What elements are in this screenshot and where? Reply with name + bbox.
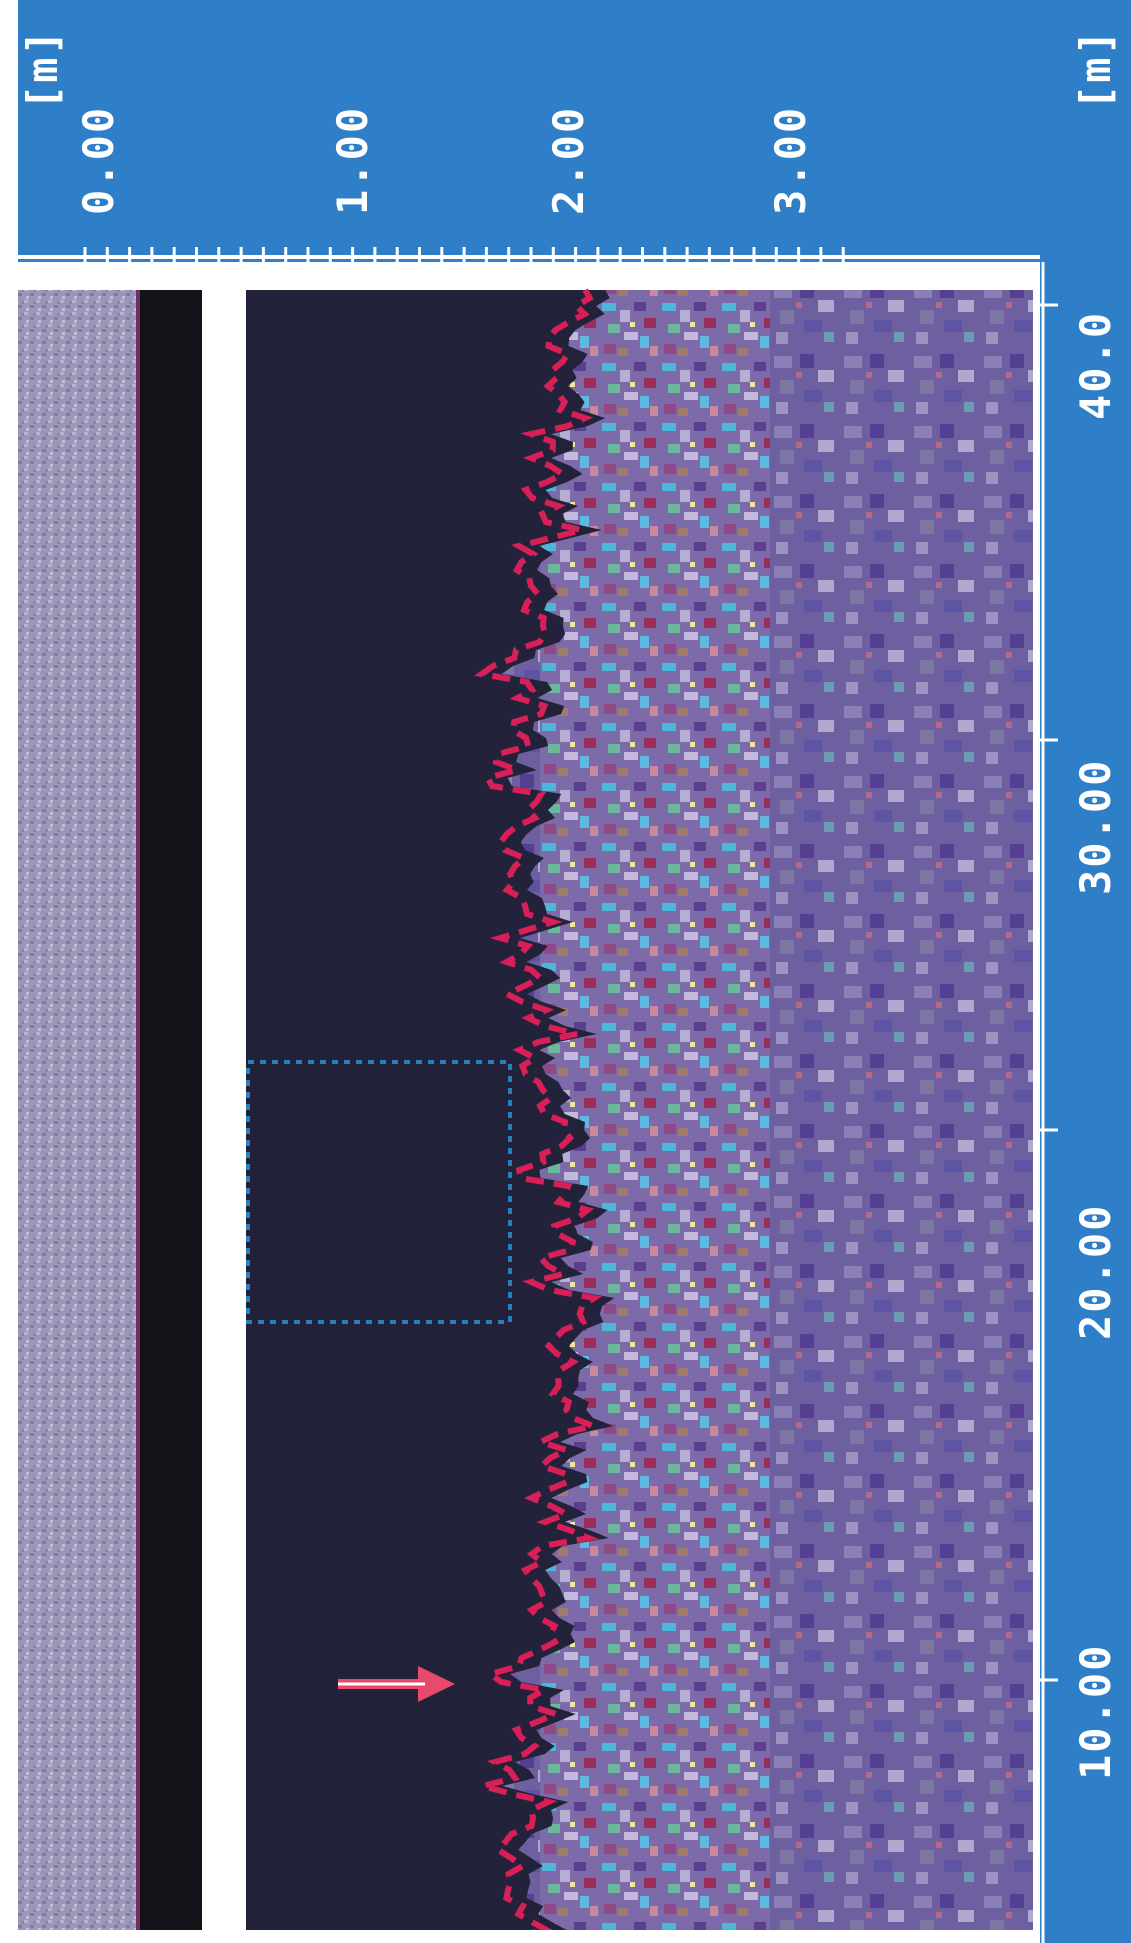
- distance-axis-band: [1040, 0, 1131, 1943]
- radar-image-area: [18, 290, 1033, 1943]
- interface-boundary-line: [470, 288, 604, 1941]
- depth-tick-label-3: 3.00: [766, 105, 815, 215]
- distance-unit-label: [m]: [1071, 28, 1120, 110]
- distance-tick-label-20: 20.00: [1071, 1203, 1120, 1340]
- distance-tick-label-30: 30.00: [1071, 758, 1120, 895]
- arrow-icon: [338, 1666, 455, 1702]
- depth-unit-label: [m]: [18, 28, 67, 110]
- depth-tick-label-1: 1.00: [328, 105, 377, 215]
- depth-axis-ticks: [83, 247, 845, 267]
- distance-tick-label-40: 40.0: [1071, 310, 1120, 420]
- annotation-box: [246, 1060, 512, 1324]
- distance-axis-ticks: [1033, 303, 1058, 1682]
- depth-tick-label-2: 2.00: [544, 105, 593, 215]
- depth-tick-label-0: 0.00: [74, 105, 123, 215]
- depth-axis-band: [18, 0, 1131, 262]
- distance-tick-label-10: 10.00: [1071, 1643, 1120, 1780]
